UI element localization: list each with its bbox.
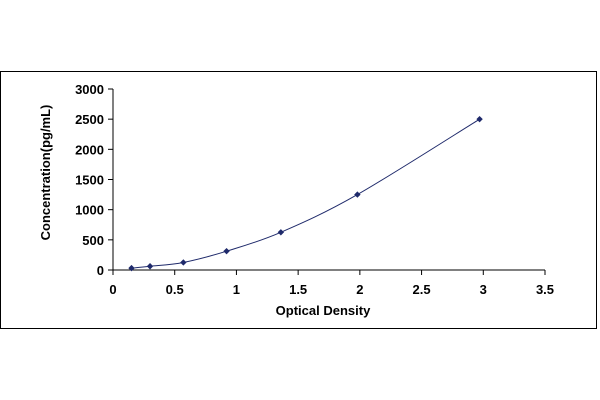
x-axis-title: Optical Density bbox=[276, 303, 371, 318]
y-tick-label: 500 bbox=[82, 233, 104, 248]
x-tick-label: 1.5 bbox=[289, 282, 307, 297]
y-tick-label: 1500 bbox=[75, 173, 104, 188]
y-ticks: 0 500 1000 1500 2000 2500 3000 bbox=[75, 82, 113, 278]
y-tick-label: 2000 bbox=[75, 142, 104, 157]
x-tick-label: 3 bbox=[480, 282, 487, 297]
data-point bbox=[128, 264, 135, 272]
x-tick-label: 2 bbox=[356, 282, 363, 297]
data-point bbox=[146, 263, 154, 270]
x-tick-label: 0 bbox=[109, 282, 116, 297]
y-tick-label: 2500 bbox=[75, 112, 104, 127]
data-point bbox=[180, 259, 187, 266]
data-point bbox=[354, 191, 361, 198]
data-point bbox=[223, 247, 230, 255]
fit-curve bbox=[131, 118, 480, 269]
y-tick-label: 3000 bbox=[75, 82, 104, 97]
data-point bbox=[476, 115, 483, 123]
chart-frame bbox=[0, 71, 597, 329]
data-point bbox=[277, 229, 285, 236]
x-tick-label: 1 bbox=[233, 282, 240, 297]
x-tick-label: 3.5 bbox=[536, 282, 554, 297]
x-tick-label: 2.5 bbox=[413, 282, 431, 297]
x-tick-label: 0.5 bbox=[166, 282, 184, 297]
y-tick-label: 0 bbox=[97, 263, 104, 278]
data-points bbox=[128, 115, 483, 272]
axes bbox=[112, 89, 545, 271]
y-tick-label: 1000 bbox=[75, 203, 104, 218]
y-axis-title: Concentration(pg/mL) bbox=[38, 105, 53, 241]
x-ticks: 0 0.5 1 1.5 2 2.5 3 3.5 bbox=[109, 270, 554, 297]
